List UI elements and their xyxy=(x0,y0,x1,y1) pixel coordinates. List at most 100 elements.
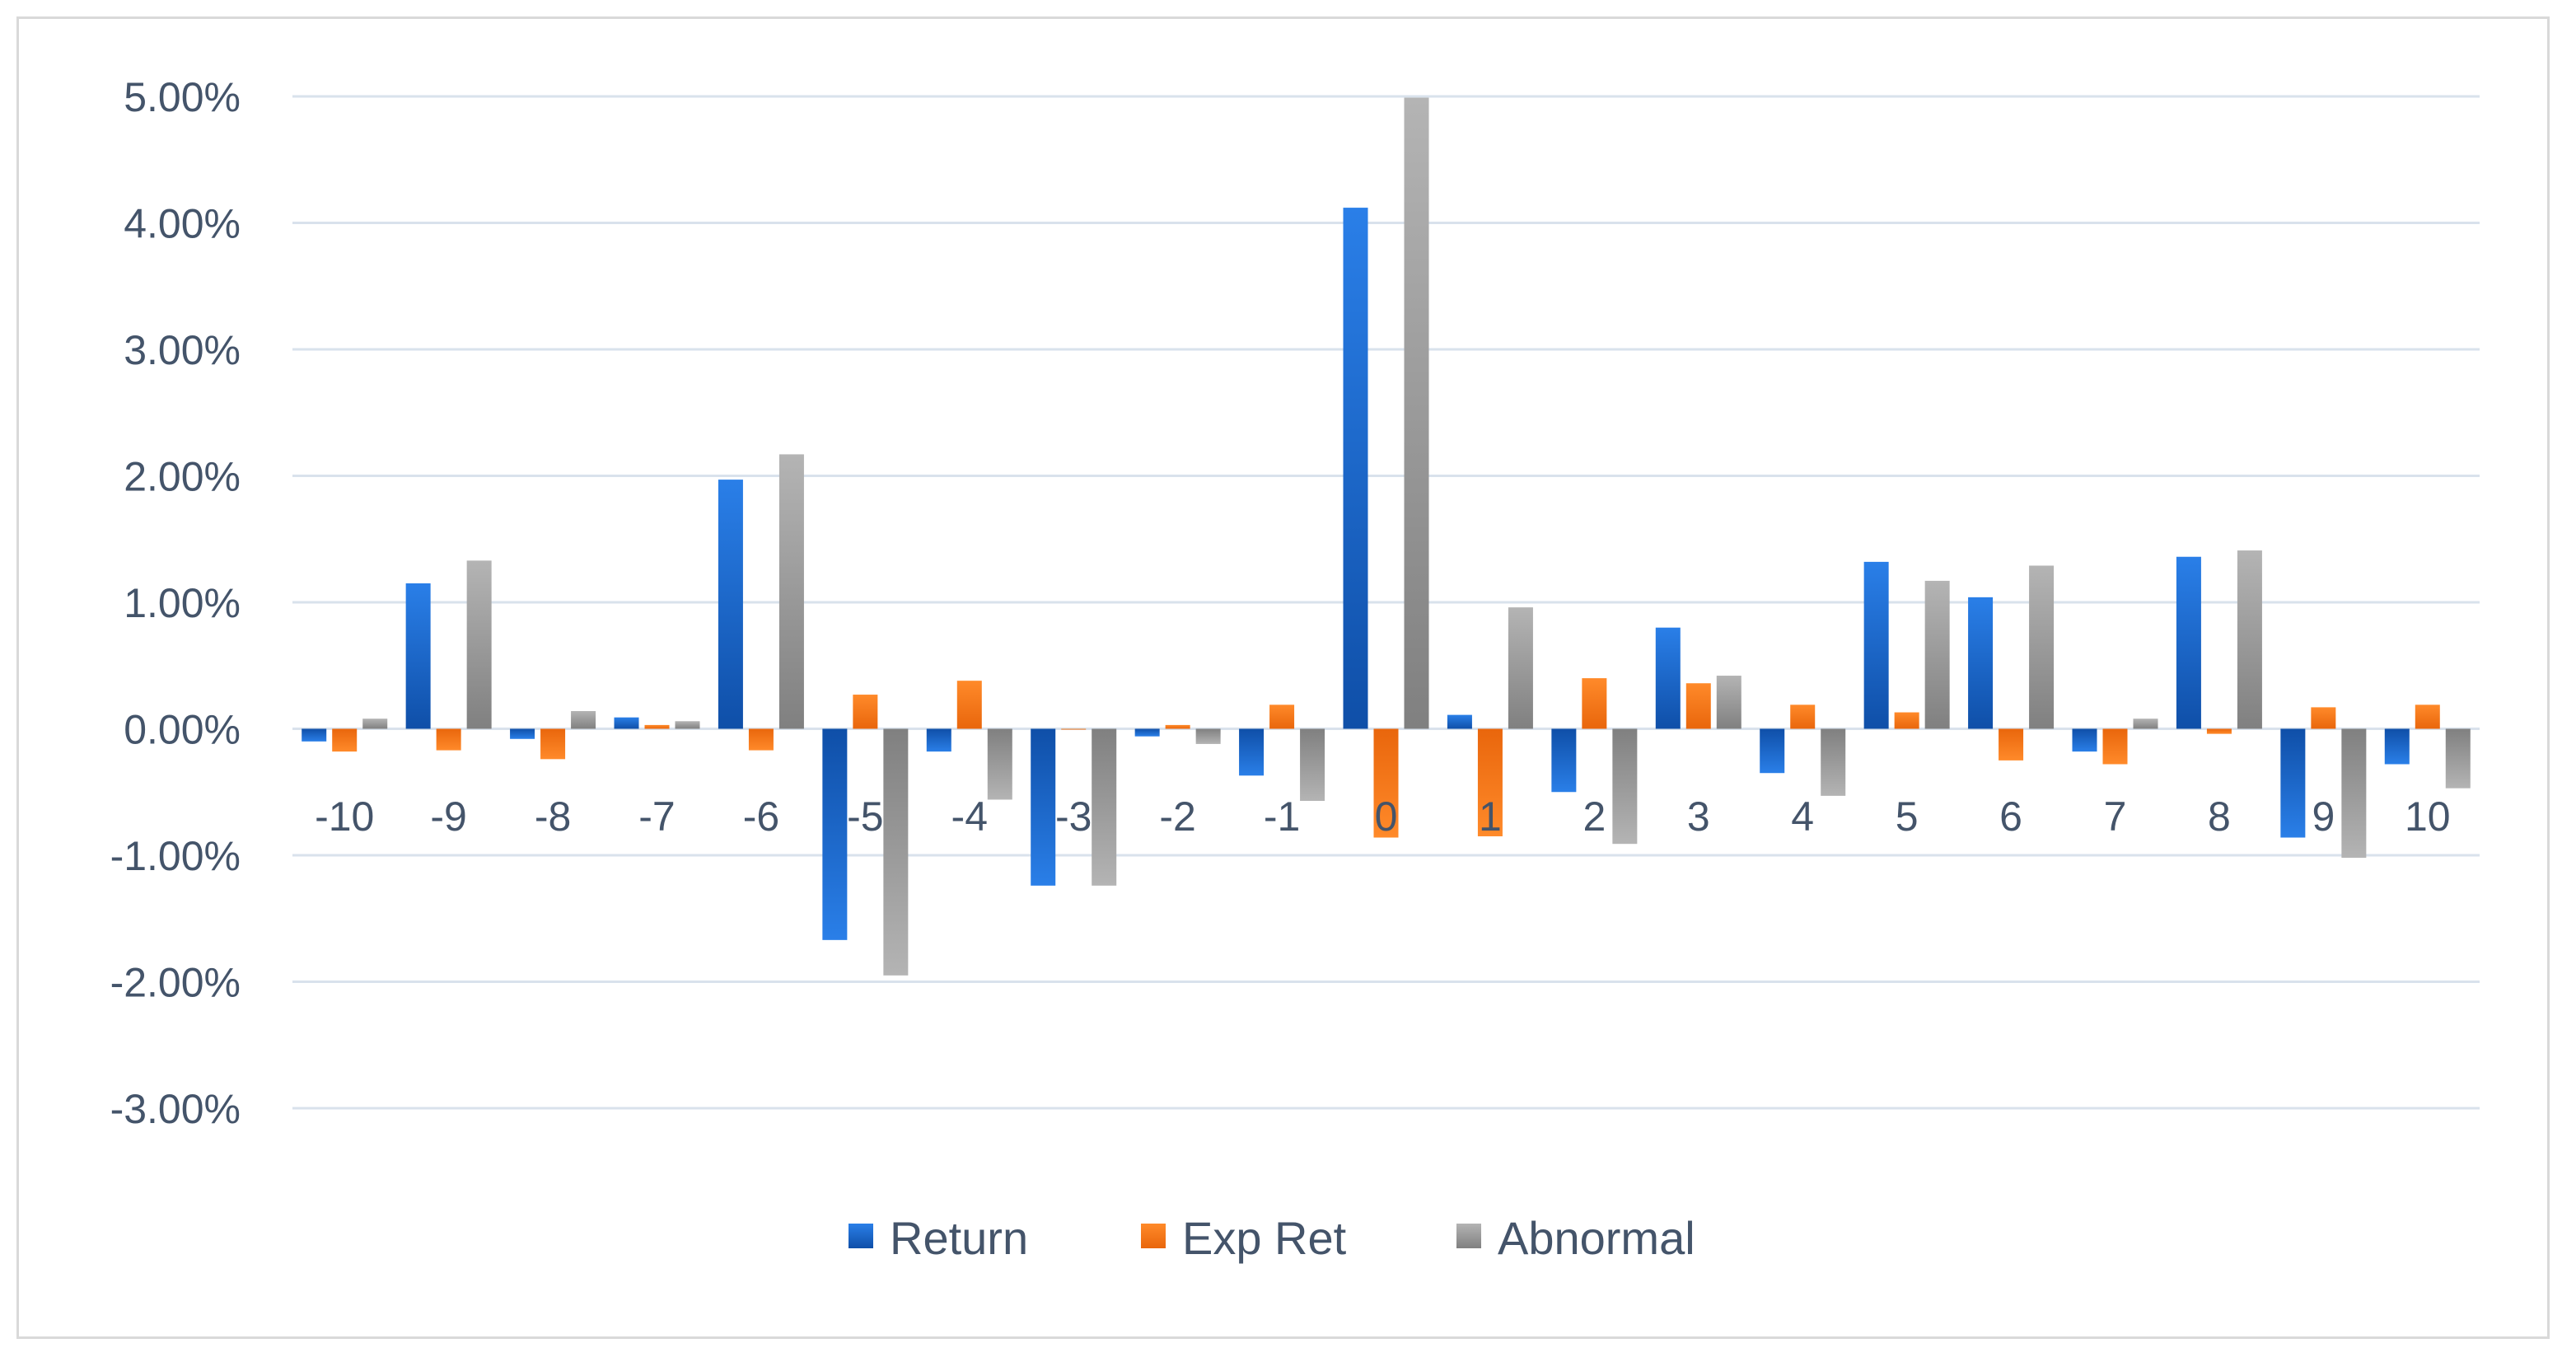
x-tick-label: -2 xyxy=(1159,793,1195,840)
x-tick-label: 1 xyxy=(1479,793,1502,840)
bar-exp-ret xyxy=(2206,728,2232,734)
x-tick-label: 2 xyxy=(1583,793,1606,840)
bar-abnormal xyxy=(2445,728,2471,789)
bar-exp-ret xyxy=(853,695,878,729)
y-tick-label: 2.00% xyxy=(124,454,241,500)
bar-return xyxy=(1551,728,1577,793)
bar-abnormal xyxy=(571,711,596,729)
legend-label: Return xyxy=(890,1212,1028,1264)
bar-return xyxy=(2176,556,2201,729)
bar-return xyxy=(1134,728,1160,737)
legend-label: Exp Ret xyxy=(1182,1212,1347,1264)
bar-return xyxy=(2384,728,2410,765)
bar-exp-ret xyxy=(1477,728,1503,836)
y-tick-label: -3.00% xyxy=(110,1086,241,1132)
bar-return xyxy=(2280,728,2306,838)
legend-label: Abnormal xyxy=(1498,1212,1695,1264)
bar-exp-ret xyxy=(1999,728,2024,761)
bar-abnormal xyxy=(1092,728,1117,886)
bar-abnormal xyxy=(1300,728,1325,801)
bar-abnormal xyxy=(2029,565,2055,729)
x-tick-label: 9 xyxy=(2312,793,2335,840)
x-tick-label: -4 xyxy=(951,793,988,840)
bar-return xyxy=(1447,714,1472,729)
bar-return xyxy=(1655,627,1681,729)
bar-return xyxy=(614,717,639,729)
bar-abnormal xyxy=(1821,728,1846,796)
y-axis-ticks: 5.00% 4.00% 3.00% 2.00% 1.00% 0.00% -1.00% -2.0… xyxy=(110,74,241,1132)
bar-exp-ret xyxy=(1685,683,1711,729)
bar-exp-ret xyxy=(1165,724,1190,729)
bar-exp-ret xyxy=(436,728,461,751)
bar-abnormal xyxy=(987,728,1012,800)
bar-return xyxy=(1863,561,1889,729)
x-tick-label: -1 xyxy=(1264,793,1300,840)
bar-abnormal xyxy=(2237,550,2262,729)
bar-abnormal xyxy=(675,721,700,729)
y-tick-label: -1.00% xyxy=(110,833,241,879)
bar-abnormal xyxy=(2133,718,2158,729)
bars xyxy=(302,97,2471,976)
bar-abnormal xyxy=(362,718,388,729)
bar-exp-ret xyxy=(644,724,670,729)
bar-abnormal xyxy=(1404,97,1429,729)
bar-abnormal xyxy=(1508,607,1533,729)
bar-exp-ret xyxy=(2311,707,2336,729)
x-tick-label: 6 xyxy=(1999,793,2022,840)
bar-exp-ret xyxy=(1790,704,1816,729)
bar-exp-ret xyxy=(332,728,358,752)
bar-exp-ret xyxy=(1894,712,1919,729)
x-tick-label: 5 xyxy=(1896,793,1919,840)
x-tick-label: 3 xyxy=(1687,793,1710,840)
y-tick-label: 5.00% xyxy=(124,74,241,120)
x-tick-label: -6 xyxy=(743,793,779,840)
bar-abnormal xyxy=(1924,580,1950,729)
bar-exp-ret xyxy=(1061,728,1087,730)
bar-return xyxy=(2072,728,2097,752)
bar-exp-ret xyxy=(956,681,982,729)
y-tick-label: 4.00% xyxy=(124,201,241,247)
x-tick-label: 4 xyxy=(1791,793,1814,840)
bar-abnormal xyxy=(466,560,492,729)
bar-exp-ret xyxy=(1582,678,1607,729)
bar-return xyxy=(1760,728,1785,774)
x-tick-label: 7 xyxy=(2104,793,2127,840)
bar-abnormal xyxy=(1716,676,1741,729)
bar-return xyxy=(1968,597,1994,729)
bar-return xyxy=(1239,728,1265,776)
bar-exp-ret xyxy=(748,728,774,751)
bar-return xyxy=(510,728,535,739)
bar-exp-ret xyxy=(1269,704,1295,729)
bar-abnormal xyxy=(2341,728,2367,859)
gridlines xyxy=(292,95,2480,1110)
y-tick-label: 1.00% xyxy=(124,580,241,626)
x-tick-label: 10 xyxy=(2405,793,2451,840)
bar-abnormal xyxy=(1612,728,1638,845)
x-tick-label: 0 xyxy=(1375,793,1398,840)
bar-return xyxy=(302,728,327,742)
bar-abnormal xyxy=(1195,728,1221,744)
bar-abnormal xyxy=(778,454,804,729)
legend-swatch xyxy=(1141,1224,1166,1248)
chart-frame xyxy=(16,16,2550,1339)
x-tick-label: 8 xyxy=(2208,793,2231,840)
x-tick-label: -10 xyxy=(315,793,374,840)
x-tick-label: -3 xyxy=(1055,793,1092,840)
bar-abnormal xyxy=(883,728,909,976)
x-axis-ticks: -10 -9 -8 -7 -6 -5 -4 -3 -2 -1 0 1 2 3 4 5 6 7 8 9 10 xyxy=(315,793,2451,840)
bar-return xyxy=(822,728,848,940)
legend-swatch xyxy=(849,1224,873,1248)
legend-swatch xyxy=(1456,1224,1481,1248)
x-tick-label: -7 xyxy=(638,793,675,840)
bar-return xyxy=(926,728,951,752)
bar-return xyxy=(1031,728,1056,886)
y-tick-label: 3.00% xyxy=(124,327,241,373)
bar-return xyxy=(1343,208,1368,729)
x-tick-label: -8 xyxy=(535,793,571,840)
y-tick-label: -2.00% xyxy=(110,960,241,1006)
bar-return xyxy=(718,480,743,729)
y-tick-label: 0.00% xyxy=(124,707,241,753)
x-tick-label: -9 xyxy=(430,793,466,840)
bar-return xyxy=(405,583,431,729)
